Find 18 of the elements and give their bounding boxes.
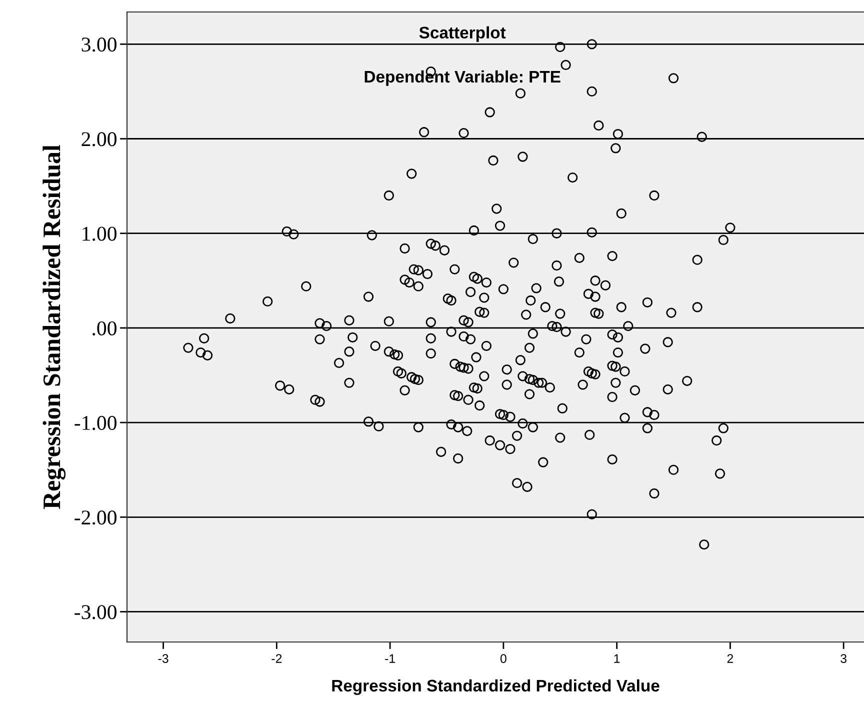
y-axis-title: Regression Standardized Residual <box>42 144 66 510</box>
y-tick-label: 2.00 <box>82 132 116 146</box>
x-tick-label: -2 <box>272 654 282 663</box>
y-tick-label: -1.00 <box>74 416 116 430</box>
y-tick-label: 3.00 <box>82 38 116 52</box>
x-tick-label: -1 <box>385 654 395 663</box>
x-tick-label: 2 <box>727 654 734 663</box>
y-tick-label: 1.00 <box>82 226 116 241</box>
text: Dependent Variable: PTE <box>364 70 560 86</box>
y-tick-label: -3.00 <box>74 605 116 620</box>
x-tick-label: 3 <box>840 654 847 663</box>
x-tick-label: -3 <box>158 654 168 663</box>
x-tick-label: 1 <box>614 654 620 663</box>
y-tick-label: .00 <box>92 321 116 336</box>
x-tick-label: 0 <box>500 654 506 663</box>
x-axis-title: Regression Standardized Predicted Value <box>332 679 660 695</box>
text: Scatterplot <box>419 26 506 42</box>
y-tick-label: -2.00 <box>74 510 116 525</box>
